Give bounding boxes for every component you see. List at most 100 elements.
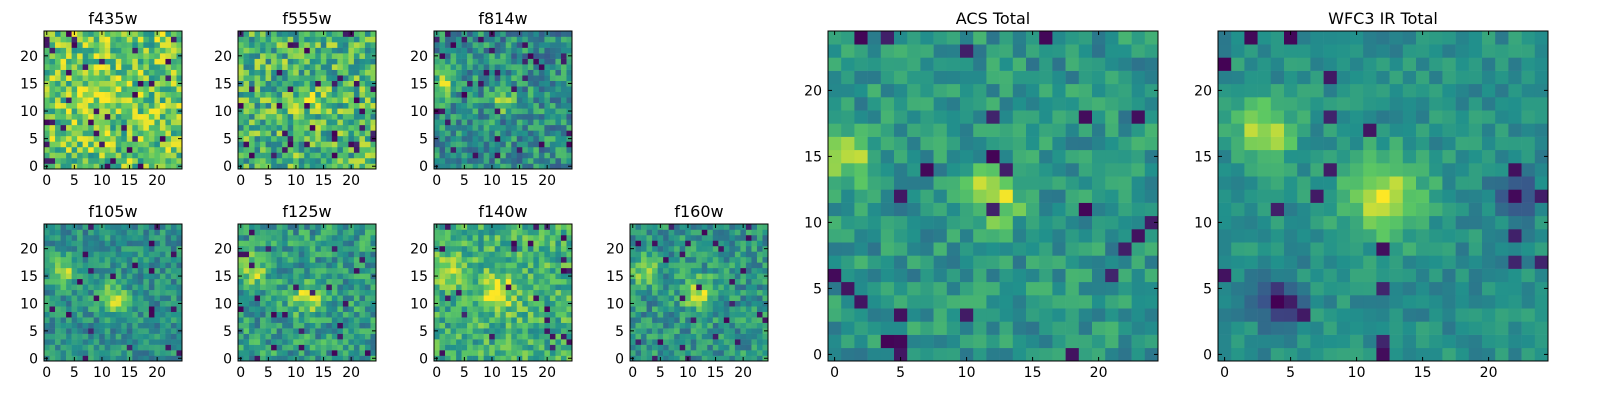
heatmap-cell [298,284,305,291]
heatmap-cell [894,334,908,349]
heatmap-cell [505,141,512,148]
heatmap-cell [1105,334,1119,349]
heatmap-cell [287,339,294,345]
heatmap-cell [243,256,250,263]
heatmap-cell [165,75,172,81]
heatmap-cell [66,157,72,164]
heatmap-cell [472,130,479,137]
heatmap-cell [467,339,473,345]
heatmap-cell [93,157,100,164]
heatmap-cell [287,130,294,137]
heatmap-cell [137,86,144,93]
heatmap-cell [483,339,490,345]
heatmap-cell [110,141,117,148]
heatmap-cell [82,53,89,59]
heatmap-cell [55,86,61,93]
heatmap-cell [353,97,360,104]
heatmap-cell [110,31,117,37]
heatmap-cell [566,102,573,109]
heatmap-cell [71,300,78,307]
heatmap-cell [516,229,523,236]
heatmap-cell [555,124,562,131]
heatmap-cell [104,163,111,170]
heatmap-cell [364,130,371,137]
heatmap-cell [71,311,78,318]
heatmap-cell [320,108,327,115]
heatmap-cell [60,251,67,258]
heatmap-cell [467,75,473,81]
heatmap-cell [315,102,322,109]
heatmap-cell [254,300,261,307]
heatmap-cell [137,317,144,323]
heatmap-cell [110,355,117,362]
heatmap-cell [483,245,490,252]
heatmap-cell [566,306,573,312]
heatmap-cell [337,69,344,76]
heatmap-cell [326,152,333,159]
heatmap-cell [516,42,523,48]
heatmap-cell [762,240,769,247]
heatmap-cell [489,119,496,126]
heatmap-cell [723,240,730,247]
heatmap-cell [527,53,534,59]
heatmap-cell [516,251,523,258]
heatmap-cell [238,289,244,296]
heatmap-cell [353,355,360,362]
heatmap-cell [71,229,78,236]
heatmap-cell [115,284,122,291]
heatmap-cell [353,333,360,340]
heatmap-cell [137,251,144,258]
heatmap-cell [434,97,440,104]
heatmap-cell [456,80,462,87]
heatmap-cell [1105,281,1119,296]
heatmap-cell [467,119,473,126]
heatmap-cell [337,86,344,93]
heatmap-cell [505,311,512,318]
heatmap-cell [973,189,987,203]
heatmap-cell [712,333,719,340]
heatmap-cell [685,317,692,323]
heatmap-cell [445,69,451,76]
heatmap-cell [154,278,161,285]
heatmap-cell [450,141,457,148]
heatmap-cell [489,141,496,148]
heatmap-cell [712,344,719,351]
heatmap-cell [49,86,56,93]
heatmap-cell [445,262,451,269]
heatmap-cell [712,311,719,318]
heatmap-cell [364,86,371,93]
heatmap-cell [880,176,895,190]
heatmap-cell [82,152,89,159]
heatmap-cell [249,300,255,307]
heatmap-cell [315,157,322,164]
heatmap-cell [170,53,177,59]
heatmap-cell [71,42,78,48]
heatmap-cell [467,289,473,296]
heatmap-cell [115,58,122,65]
heatmap-cell [527,245,534,252]
heatmap-cell [254,317,261,323]
heatmap-cell [516,75,523,81]
heatmap-cell [165,350,172,356]
heatmap-cell [309,47,316,54]
heatmap-cell [276,355,283,362]
heatmap-cell [522,289,529,296]
heatmap-cell [1105,163,1119,177]
heatmap-cell [287,240,294,247]
heatmap-cell [148,31,155,37]
heatmap-cell [337,58,344,65]
heatmap-cell [88,157,94,164]
heatmap-cell [1012,347,1027,362]
heatmap-cell [1026,176,1040,190]
heatmap-cell [293,273,300,280]
heatmap-cell [456,229,462,236]
heatmap-cell [249,146,255,153]
heatmap-cell [60,311,67,318]
heatmap-cell [364,289,371,296]
heatmap-cell [933,308,948,322]
heatmap-cell [933,189,948,203]
heatmap-cell [126,97,133,104]
heatmap-cell [1078,163,1093,177]
heatmap-cell [238,97,244,104]
heatmap-cell [353,42,360,48]
